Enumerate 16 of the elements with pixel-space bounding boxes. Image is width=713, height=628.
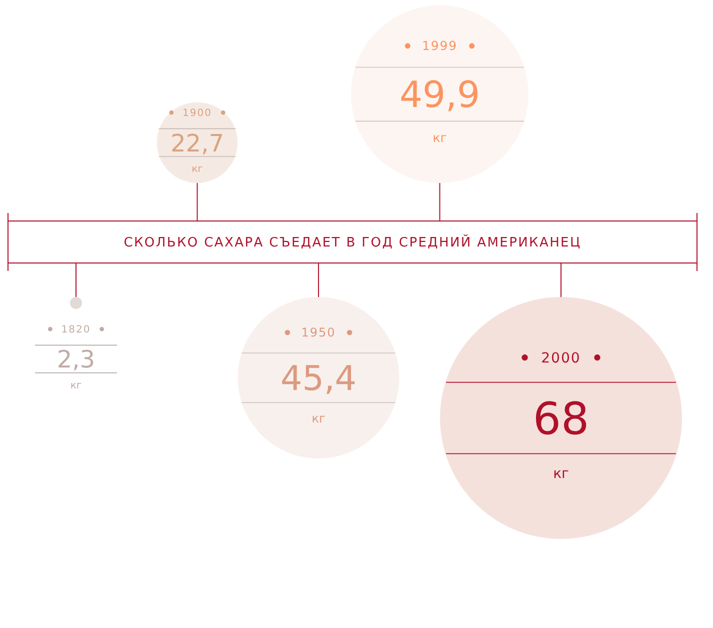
category-label: 1820 xyxy=(61,324,91,336)
category-label: 1999 xyxy=(422,38,458,54)
text: кг xyxy=(192,164,203,176)
text: кг xyxy=(553,466,569,482)
data-label: 22,7 xyxy=(170,129,224,158)
text: кг xyxy=(312,411,326,426)
text: кг xyxy=(70,380,82,392)
data-label: 49,9 xyxy=(399,73,480,116)
data-label: 68 xyxy=(532,394,590,445)
text: кг xyxy=(432,130,447,145)
category-label: 2000 xyxy=(541,350,581,366)
category-label: 1900 xyxy=(182,108,212,120)
text: СКОЛЬКО САХАРА СЪЕДАЕТ В ГОД СРЕДНИЙ АМЕРИКАНЕЦ xyxy=(124,234,582,251)
data-label: 2,3 xyxy=(56,346,96,374)
category-label: 1950 xyxy=(301,326,336,340)
data-label: 45,4 xyxy=(280,359,357,400)
